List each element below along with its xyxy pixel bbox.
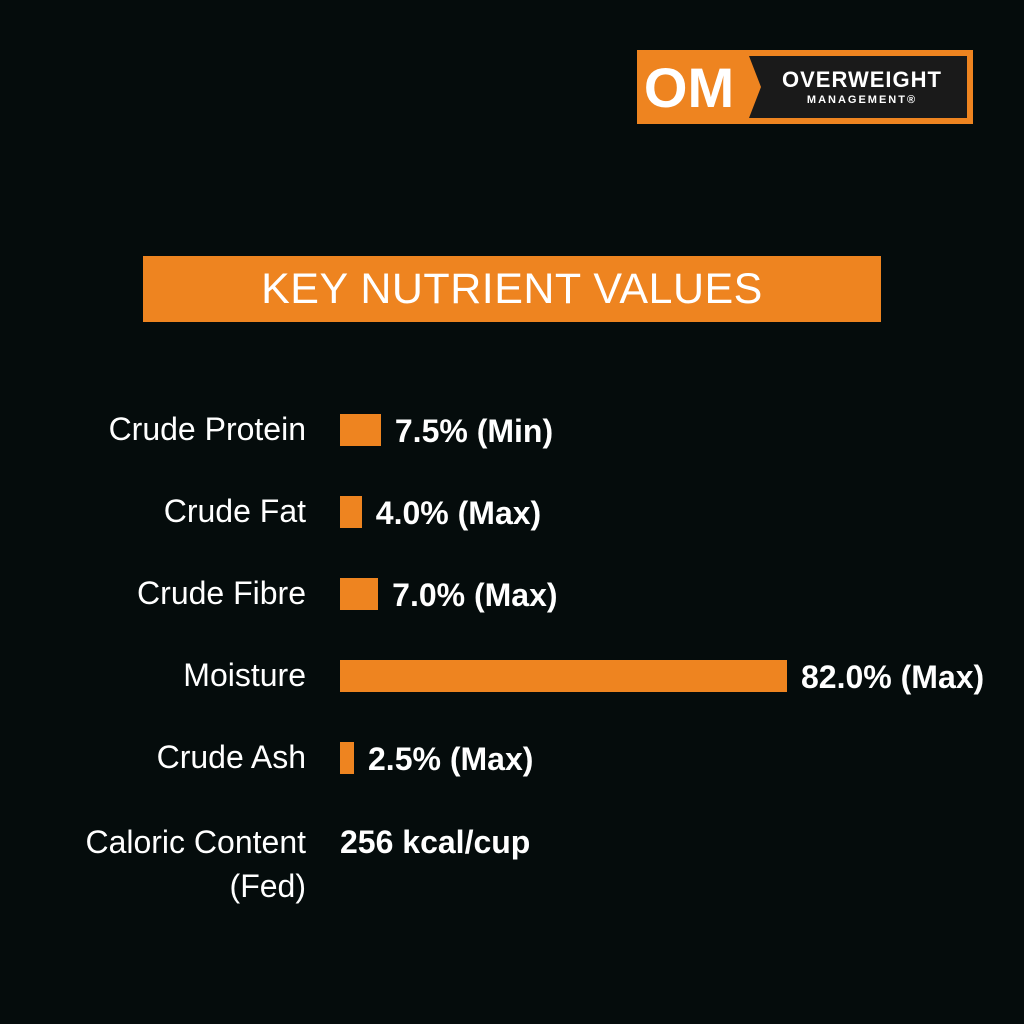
- category-label: Crude Fibre: [137, 575, 306, 611]
- nutrient-row: Crude Fat 4.0% (Max): [0, 492, 1024, 552]
- value-bar: [340, 660, 787, 692]
- logo-mark: OM: [644, 56, 734, 119]
- value-bar: [340, 414, 381, 446]
- value-label: 4.0% (Max): [375, 495, 542, 531]
- nutrient-bar-chart: Crude Protein 7.5% (Min) Crude Fat 4.0% (Ma…: [0, 360, 1024, 920]
- value-bar: [340, 742, 354, 774]
- category-label: Crude Ash: [156, 739, 306, 775]
- logo-graphic: OM OVERWEIGHT MANAGEMENT®: [637, 50, 973, 124]
- nutrient-row: Crude Protein 7.5% (Min): [0, 410, 1024, 470]
- category-label: Crude Protein: [108, 411, 306, 447]
- value-label: 2.5% (Max): [368, 741, 534, 777]
- caloric-label-line1: Caloric Content: [85, 824, 306, 860]
- nutrient-row: Crude Ash 2.5% (Max): [0, 738, 1024, 798]
- value-bar: [340, 496, 362, 528]
- value-label: 7.0% (Max): [392, 577, 558, 613]
- logo-line2: MANAGEMENT®: [807, 94, 917, 106]
- caloric-label-line2: (Fed): [229, 868, 306, 904]
- chart-title: KEY NUTRIENT VALUES: [261, 264, 763, 313]
- nutrient-row: Moisture 82.0% (Max): [0, 656, 1024, 716]
- category-label: Crude Fat: [163, 493, 306, 529]
- category-label: Moisture: [183, 657, 306, 693]
- value-label: 7.5% (Min): [394, 413, 554, 449]
- value-bar: [340, 578, 379, 610]
- om-overweight-management-logo: OM OVERWEIGHT MANAGEMENT®: [637, 50, 973, 124]
- nutrient-row: Crude Fibre 7.0% (Max): [0, 574, 1024, 634]
- caloric-content-value: 256 kcal/cup: [340, 824, 531, 860]
- value-label: 82.0% (Max): [801, 659, 985, 695]
- title-banner: KEY NUTRIENT VALUES: [143, 256, 881, 322]
- logo-line1: OVERWEIGHT: [782, 67, 942, 92]
- caloric-content-row: Caloric Content (Fed) 256 kcal/cup: [0, 820, 1024, 910]
- caloric-content-label: Caloric Content (Fed): [6, 820, 306, 908]
